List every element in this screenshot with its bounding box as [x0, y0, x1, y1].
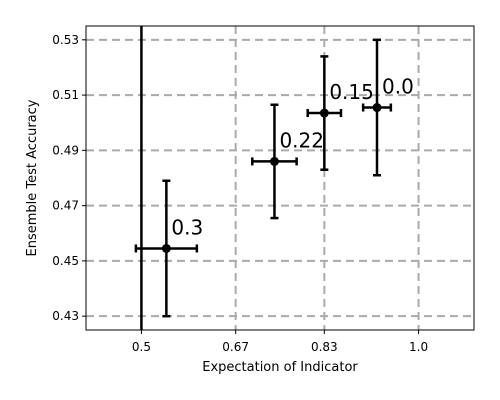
y-tick-label: 0.45 [52, 254, 79, 268]
y-axis-ticks: 0.43 0.45 0.47 0.49 0.51 0.53 [52, 33, 86, 323]
y-tick-label: 0.47 [52, 199, 79, 213]
data-point: 0.15 [306, 55, 374, 171]
point-label: 0.0 [382, 75, 414, 99]
data-point: 0.3 [134, 179, 203, 318]
data-points: 0.3 0.220.15 0.0 [134, 38, 414, 318]
plot-frame [85, 25, 475, 331]
point-label: 0.3 [171, 215, 203, 239]
point-marker [372, 103, 382, 113]
x-tick-label: 0.83 [311, 340, 338, 354]
point-marker [161, 243, 171, 253]
grid-lines [86, 26, 474, 330]
x-axis-ticks: 0.5 0.67 0.83 1.0 [132, 330, 428, 354]
y-axis-label: Ensemble Test Accuracy [25, 99, 40, 256]
x-tick-label: 1.0 [409, 340, 428, 354]
point-label: 0.15 [329, 80, 374, 104]
y-tick-label: 0.43 [52, 309, 79, 323]
point-marker [319, 108, 329, 118]
y-tick-label: 0.53 [52, 33, 79, 47]
x-axis-label: Expectation of Indicator [202, 360, 358, 375]
x-tick-label: 0.67 [222, 340, 249, 354]
x-tick-label: 0.5 [132, 340, 151, 354]
y-tick-label: 0.49 [52, 143, 79, 157]
point-label: 0.22 [279, 128, 324, 152]
data-point: 0.22 [251, 103, 324, 220]
data-point: 0.0 [361, 38, 414, 177]
y-tick-label: 0.51 [52, 88, 79, 102]
point-marker [269, 156, 279, 166]
